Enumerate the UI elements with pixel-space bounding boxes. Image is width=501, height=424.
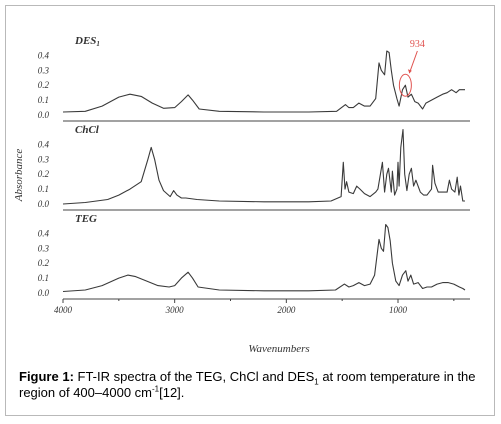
spectrum-panel: 0.4 0.3 0.2 0.1 0.0 DES1 934 bbox=[38, 35, 470, 122]
spectrum-line bbox=[62, 50, 465, 113]
y-axis-label: Absorbance bbox=[13, 149, 25, 203]
y-tick-label: 0.2 bbox=[38, 258, 50, 268]
y-tick-label: 0.1 bbox=[38, 273, 49, 283]
caption-lead: Figure 1: bbox=[19, 369, 74, 384]
y-tick-label: 0.3 bbox=[38, 154, 50, 164]
y-tick-label: 0.0 bbox=[38, 288, 50, 298]
caption-sup: -1 bbox=[151, 384, 160, 394]
x-tick-label: 3000 bbox=[165, 305, 185, 315]
y-tick-label: 0.1 bbox=[38, 184, 49, 194]
y-tick-label: 0.4 bbox=[38, 50, 50, 60]
peak-arrow bbox=[408, 50, 418, 74]
caption-sub: 1 bbox=[314, 377, 319, 387]
y-tick-label: 0.3 bbox=[38, 65, 50, 75]
y-tick-label: 0.2 bbox=[38, 169, 50, 179]
x-tick-label: 1000 bbox=[389, 305, 408, 315]
spectrum-line bbox=[62, 223, 466, 293]
caption-text-2: at room temperature in the region of 400… bbox=[19, 369, 476, 400]
spectrum-panel: 0.4 0.3 0.2 0.1 0.0 TEG bbox=[38, 213, 470, 300]
panel-label: ChCl bbox=[75, 124, 100, 136]
y-tick-label: 0.0 bbox=[38, 199, 50, 209]
y-tick-label: 0.1 bbox=[38, 95, 49, 105]
panel-label: DES1 bbox=[74, 35, 100, 48]
y-tick-label: 0.0 bbox=[38, 110, 50, 120]
peak-arrow-head bbox=[407, 69, 412, 74]
x-tick-label: 4000 bbox=[54, 305, 73, 315]
caption-text-3: [12]. bbox=[159, 385, 185, 400]
y-tick-label: 0.4 bbox=[38, 139, 50, 149]
y-tick-label: 0.2 bbox=[38, 80, 50, 90]
spectrum-panel: 0.4 0.3 0.2 0.1 0.0 ChCl bbox=[38, 124, 470, 211]
x-axis: 4000 3000 2000 1000 bbox=[54, 299, 455, 315]
caption-text-1: FT-IR spectra of the TEG, ChCl and DES bbox=[73, 369, 315, 384]
ftir-chart: 0.4 0.3 0.2 0.1 0.0 DES1 934 0.4 0.3 0.2 0.1 0.0 ChC… bbox=[13, 35, 470, 355]
x-axis-label: Wavenumbers bbox=[248, 343, 309, 355]
x-tick-label: 2000 bbox=[277, 305, 296, 315]
y-tick-label: 0.3 bbox=[38, 243, 50, 253]
panel-label: TEG bbox=[75, 213, 97, 225]
y-tick-label: 0.4 bbox=[38, 228, 50, 238]
figure-caption: Figure 1: FT-IR spectra of the TEG, ChCl… bbox=[19, 369, 481, 401]
panel-label-subscript: 1 bbox=[96, 40, 100, 48]
spectra-panels: 0.4 0.3 0.2 0.1 0.0 DES1 934 0.4 0.3 0.2 0.1 0.0 ChC… bbox=[38, 35, 470, 300]
spectrum-line bbox=[62, 129, 465, 205]
peak-annotation-label: 934 bbox=[410, 39, 425, 50]
peak-circle bbox=[398, 73, 412, 97]
